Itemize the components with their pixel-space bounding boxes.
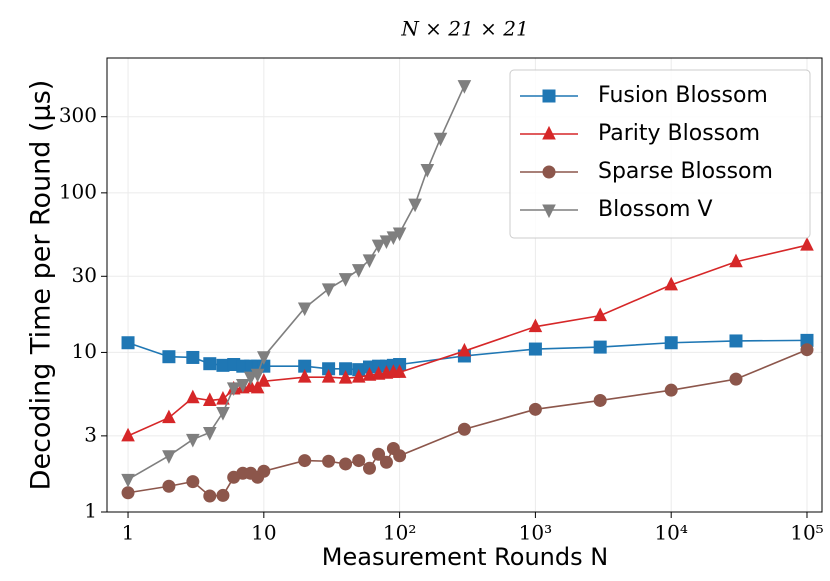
plot-frame <box>106 57 823 513</box>
legend-label: Sparse Blossom <box>598 159 773 184</box>
data-point <box>257 351 271 365</box>
data-point <box>408 198 422 213</box>
data-point <box>528 402 542 416</box>
legend-label: Fusion Blossom <box>598 83 768 108</box>
data-point <box>800 237 814 251</box>
data-point <box>121 336 135 350</box>
x-axis-label: Measurement Rounds N <box>322 543 608 571</box>
y-tick-label: 3 <box>84 422 97 446</box>
y-axis-label: Decoding Time per Round (μs) <box>26 80 57 491</box>
data-point <box>297 369 312 383</box>
data-point <box>593 340 607 354</box>
x-tick-label: 10³ <box>519 521 552 545</box>
data-point <box>203 357 217 371</box>
data-point <box>729 334 743 348</box>
data-point <box>298 454 312 468</box>
data-point <box>226 382 241 396</box>
data-point <box>433 132 448 147</box>
data-point <box>800 343 814 357</box>
data-point <box>339 457 353 471</box>
data-point <box>250 379 265 394</box>
data-point <box>528 318 543 333</box>
data-point <box>202 392 217 406</box>
x-tick-label: 10⁴ <box>654 521 687 545</box>
data-point <box>162 409 176 424</box>
chart-title: N × 21 × 21 <box>400 17 528 41</box>
data-point <box>202 426 217 441</box>
data-point <box>235 378 250 393</box>
legend-marker <box>542 89 556 103</box>
data-point <box>216 488 230 502</box>
x-tick-label: 1 <box>122 521 135 545</box>
y-tick-label: 10 <box>72 339 97 363</box>
data-point <box>457 422 471 436</box>
data-point <box>121 486 135 500</box>
data-point <box>257 373 271 387</box>
data-point <box>420 164 435 178</box>
data-point <box>216 358 230 372</box>
data-point <box>393 449 407 463</box>
data-point <box>162 479 176 493</box>
data-point <box>322 454 336 468</box>
data-point <box>121 427 135 442</box>
legend-label: Parity Blossom <box>598 121 760 146</box>
data-point <box>593 307 608 322</box>
data-point <box>338 273 353 287</box>
legend-marker <box>542 165 556 179</box>
data-point <box>186 433 200 448</box>
data-point <box>162 350 176 364</box>
data-point <box>528 342 542 356</box>
data-point <box>186 350 200 364</box>
data-point <box>351 369 366 383</box>
data-point <box>203 489 217 503</box>
data-point <box>729 253 743 268</box>
data-point <box>362 461 376 475</box>
data-point <box>457 342 472 357</box>
data-point <box>250 368 265 383</box>
data-point <box>729 372 743 386</box>
data-point <box>593 393 607 407</box>
data-point <box>457 80 472 94</box>
data-point <box>321 369 336 383</box>
legend-box <box>509 69 811 239</box>
x-tick-label: 10² <box>383 521 416 545</box>
data-point <box>338 370 353 384</box>
data-point <box>257 464 271 478</box>
data-point <box>392 227 407 242</box>
data-point <box>297 302 312 317</box>
data-point <box>386 231 401 245</box>
data-point <box>352 454 366 468</box>
data-point <box>243 371 258 386</box>
data-point <box>372 447 386 461</box>
x-tick-label: 10⁵ <box>790 521 823 545</box>
data-point <box>392 364 407 378</box>
y-tick-label: 1 <box>84 499 97 523</box>
y-tick-label: 30 <box>72 263 97 287</box>
data-point <box>664 276 679 291</box>
legend-marker <box>542 204 556 219</box>
data-point <box>321 283 336 298</box>
data-point <box>371 239 386 254</box>
data-point <box>664 383 678 397</box>
data-point <box>186 475 200 489</box>
data-point <box>216 390 230 405</box>
legend-marker <box>542 125 556 140</box>
data-point <box>362 367 377 381</box>
data-point <box>351 264 366 278</box>
data-point <box>379 235 394 250</box>
data-point <box>379 455 393 469</box>
data-point <box>664 336 678 350</box>
data-point <box>121 473 135 488</box>
y-tick-label: 100 <box>59 179 97 203</box>
x-tick-label: 10 <box>251 521 276 545</box>
y-tick-label: 300 <box>59 103 97 127</box>
data-point <box>216 407 230 421</box>
data-point <box>162 450 176 464</box>
data-point <box>362 254 377 269</box>
data-point <box>186 389 200 404</box>
legend-label: Blossom V <box>598 197 713 222</box>
